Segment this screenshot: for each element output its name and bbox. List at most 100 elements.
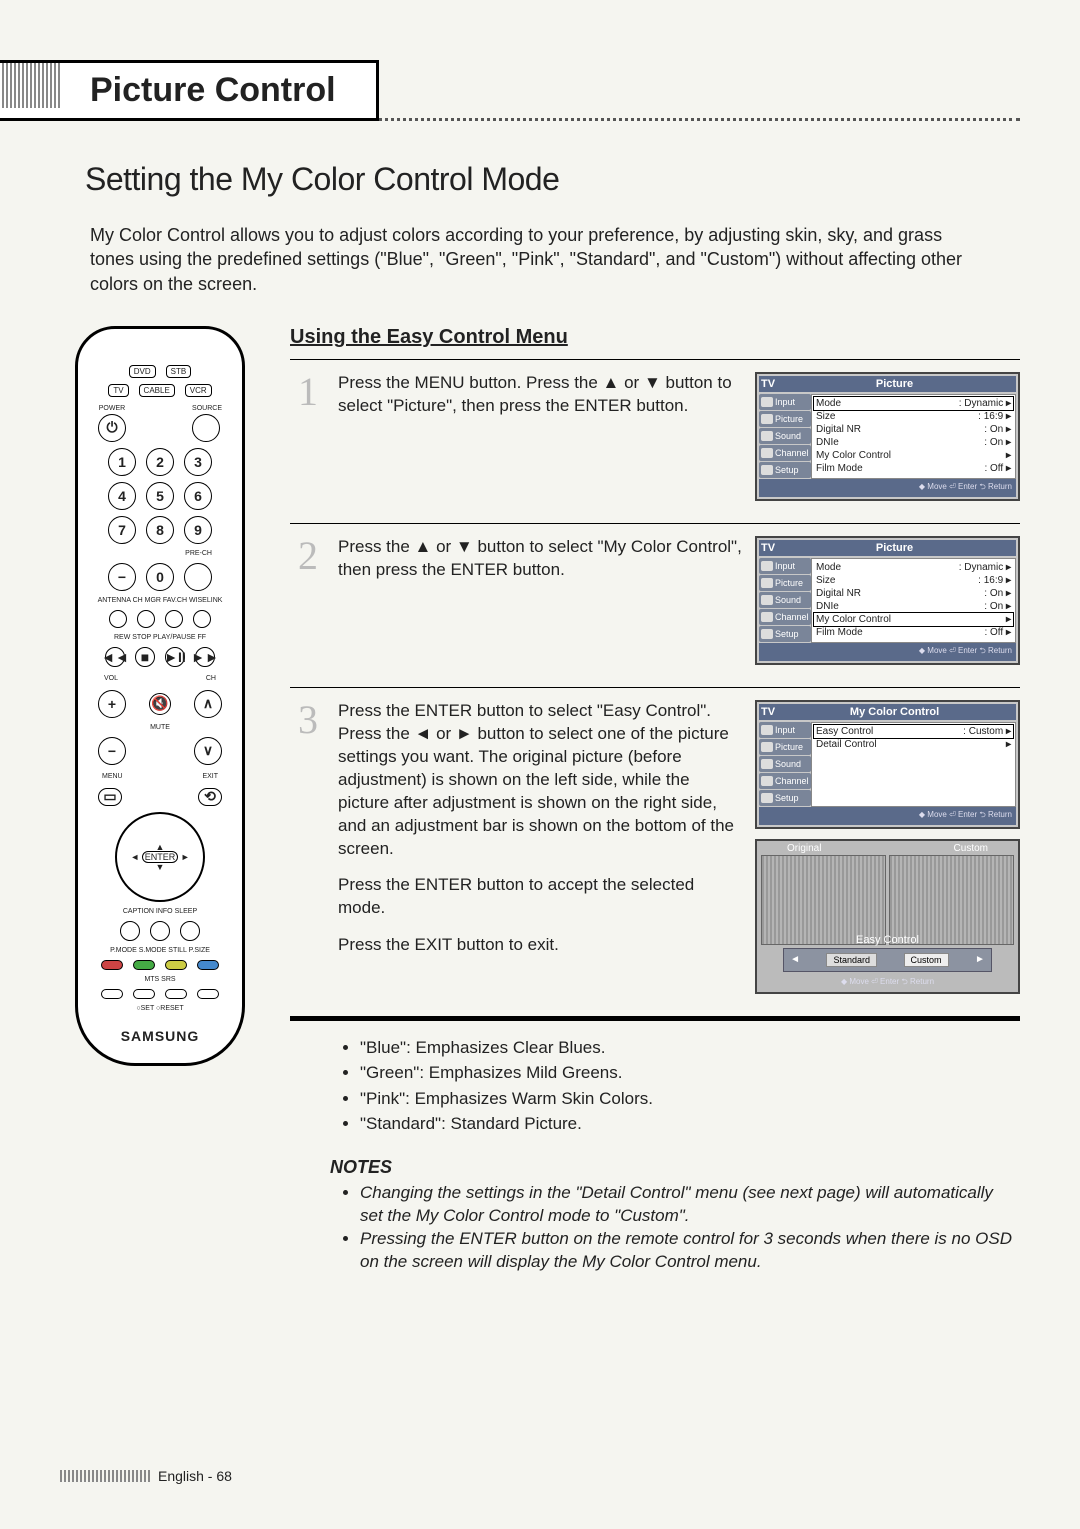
digit-2: 2 [146, 448, 174, 476]
osd1-tabs: Input Picture Sound Channel Setup [759, 394, 811, 479]
source-label: SOURCE [192, 405, 222, 412]
preview-screenshot: Original Custom Easy Control ◄ Standard … [755, 839, 1020, 994]
osd2-items: Mode: Dynamic ▸ Size: 16:9 ▸ Digital NR:… [811, 558, 1016, 643]
digit-0: 0 [146, 563, 174, 591]
media-row-label: ANTENNA CH MGR FAV.CH WISELINK [88, 597, 232, 604]
preview-original-label: Original [787, 843, 821, 854]
bullet-list: "Blue": Emphasizes Clear Blues. "Green":… [360, 1035, 1020, 1137]
step-2: 2 Press the ▲ or ▼ button to select "My … [290, 523, 1020, 687]
step-3: 3 Press the ENTER button to select "Easy… [290, 687, 1020, 1006]
osd1-tab-input: Input [759, 394, 811, 410]
enter-button: ENTER [142, 851, 179, 863]
remote-illustration: DVD STB TV CABLE VCR POWER⏻ SOURCE 123 4… [75, 326, 245, 1066]
prech-button [184, 563, 212, 591]
spare-button-1 [165, 989, 187, 999]
remote-btn-stb: STB [166, 365, 192, 378]
remote-btn-dvd: DVD [129, 365, 156, 378]
osd3-tabs: Input Picture Sound Channel Setup [759, 722, 811, 807]
spare-button-2 [197, 989, 219, 999]
play-button: ►II [165, 647, 185, 667]
vol-down-button: − [98, 737, 126, 765]
wiselink-button [193, 610, 211, 628]
osd2-tabs: Input Picture Sound Channel Setup [759, 558, 811, 643]
power-button: ⏻ [98, 414, 126, 442]
preview-adjustment-bar: ◄ Standard Custom ► [783, 948, 992, 972]
osd3-footer: ◆ Move ⏎ Enter ⮌ Return [759, 807, 1016, 825]
vol-label: VOL [104, 675, 118, 682]
page-number: English - 68 [158, 1468, 232, 1484]
osd3-items: Easy Control: Custom ▸ Detail Control ▸ [811, 722, 1016, 807]
preview-custom-image [889, 855, 1014, 945]
vol-up-button: + [98, 690, 126, 718]
osd3-title: My Color Control [850, 706, 939, 718]
osd1-items: Mode: Dynamic ▸ Size: 16:9 ▸ Digital NR:… [811, 394, 1016, 479]
osd2-tv: TV [761, 542, 775, 554]
osd-screenshot-3: TV My Color Control Input Picture Sound C… [755, 700, 1020, 829]
step-3-text-b: Press the ENTER button to accept the sel… [338, 875, 694, 917]
smode-button [133, 960, 155, 970]
sleep-button [180, 921, 200, 941]
sub-section-title: Using the Easy Control Menu [290, 326, 1020, 349]
digit-dash: − [108, 563, 136, 591]
chapter-tab-label: Picture Control [90, 71, 336, 109]
rew-button: ◄◄ [105, 647, 125, 667]
footer-stripe-icon [60, 1470, 150, 1482]
osd3-tv: TV [761, 706, 775, 718]
thick-divider [290, 1016, 1020, 1021]
step-2-number: 2 [290, 536, 326, 576]
mts-button [101, 989, 123, 999]
note-1: Changing the settings in the "Detail Con… [360, 1182, 1020, 1228]
osd1-tab-setup: Setup [759, 462, 811, 478]
remote-btn-cable: CABLE [139, 384, 175, 397]
ch-up-button: ∧ [194, 690, 222, 718]
note-2: Pressing the ENTER button on the remote … [360, 1228, 1020, 1274]
digit-3: 3 [184, 448, 212, 476]
step-1-number: 1 [290, 372, 326, 412]
antenna-button [109, 610, 127, 628]
bullet-pink: "Pink": Emphasizes Warm Skin Colors. [360, 1086, 1020, 1112]
step-3-number: 3 [290, 700, 326, 740]
pmode-button [101, 960, 123, 970]
preview-opt-standard: Standard [826, 953, 877, 967]
intro-text: My Color Control allows you to adjust co… [90, 223, 990, 296]
chmgr-button [137, 610, 155, 628]
osd1-tv: TV [761, 378, 775, 390]
preview-footer: ◆ Move ⏎ Enter ⮌ Return [757, 976, 1018, 990]
osd2-footer: ◆ Move ⏎ Enter ⮌ Return [759, 643, 1016, 661]
digit-1: 1 [108, 448, 136, 476]
nav-ring: ▲◄ ENTER ►▼ [115, 812, 205, 902]
step-1-text: Press the MENU button. Press the ▲ or ▼ … [338, 372, 743, 418]
exit-button: ⟲ [198, 788, 222, 806]
digit-7: 7 [108, 516, 136, 544]
preview-arrow-right: ► [975, 954, 985, 965]
menu-button: ▭ [98, 788, 122, 806]
ch-down-button: ∨ [194, 737, 222, 765]
srs-button [133, 989, 155, 999]
notes-heading: NOTES [330, 1157, 1020, 1178]
ch-label: CH [206, 675, 216, 682]
chapter-tab: Picture Control [0, 60, 379, 121]
preview-easy-control-label: Easy Control [757, 934, 1018, 946]
remote-btn-tv: TV [108, 384, 128, 397]
transport-label: REW STOP PLAY/PAUSE FF [88, 634, 232, 641]
mode-row-label: P.MODE S.MODE STILL P.SIZE [88, 947, 232, 954]
favch-button [165, 610, 183, 628]
prech-label: PRE-CH [88, 550, 232, 557]
power-label: POWER [98, 405, 126, 412]
still-button [165, 960, 187, 970]
preview-opt-custom: Custom [904, 953, 949, 967]
preview-custom-label: Custom [954, 843, 988, 854]
mts-row-label: MTS SRS [88, 976, 232, 983]
preview-original-image [761, 855, 886, 945]
notes-list: Changing the settings in the "Detail Con… [360, 1182, 1020, 1274]
bullet-standard: "Standard": Standard Picture. [360, 1111, 1020, 1137]
mute-button: 🔇 [149, 693, 171, 715]
exit-label: EXIT [202, 773, 218, 780]
digit-5: 5 [146, 482, 174, 510]
page-footer: English - 68 [60, 1468, 232, 1484]
osd1-footer: ◆ Move ⏎ Enter ⮌ Return [759, 479, 1016, 497]
preview-arrow-left: ◄ [790, 954, 800, 965]
step-3-text-a: Press the ENTER button to select "Easy C… [338, 701, 734, 858]
remote-brand: SAMSUNG [88, 1028, 232, 1044]
osd2-title: Picture [876, 542, 913, 554]
